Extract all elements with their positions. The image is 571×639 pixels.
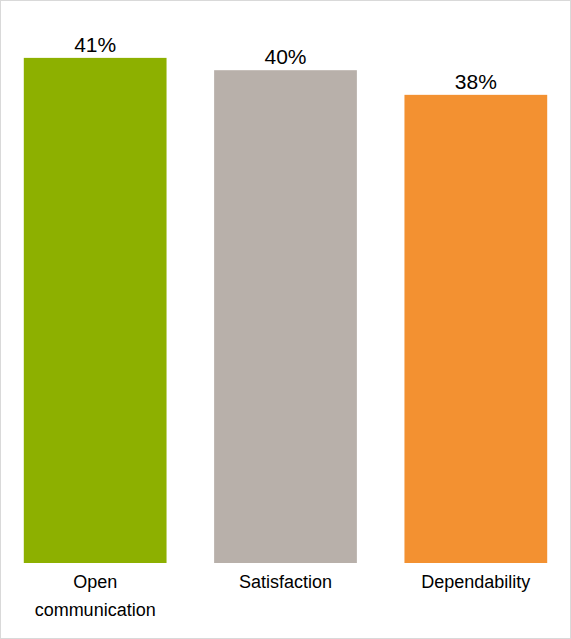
category-label: Satisfaction <box>206 568 366 596</box>
category-label: Dependability <box>396 568 556 596</box>
data-label: 40% <box>264 45 306 68</box>
y-axis-line <box>0 9 1 563</box>
outer-frame <box>1 1 571 639</box>
chart-root: 41% 40% 38% Open communication Satisfaction D… <box>0 0 571 639</box>
bars <box>24 58 547 563</box>
data-labels: 41% 40% 38% <box>74 33 497 93</box>
bar <box>404 95 547 563</box>
data-label: 38% <box>455 70 497 93</box>
category-label: Open communication <box>15 568 175 624</box>
bar <box>24 58 167 563</box>
chart-svg: 41% 40% 38% <box>0 0 571 639</box>
data-label: 41% <box>74 33 116 56</box>
bar <box>214 70 357 563</box>
